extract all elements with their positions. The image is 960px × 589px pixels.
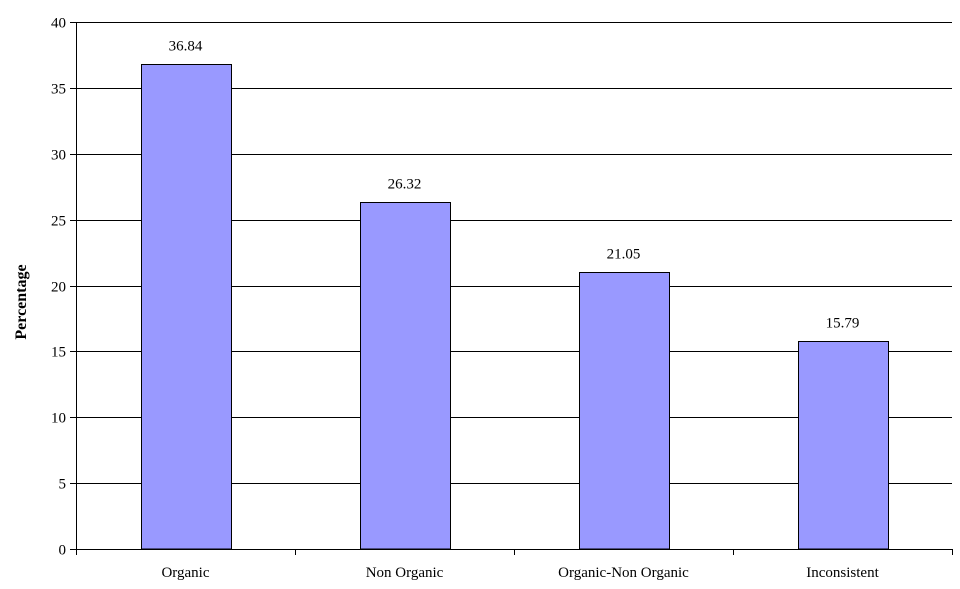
x-tick-label: Inconsistent [806,565,879,581]
y-tick-label: 5 [59,477,67,493]
x-tick-label: Non Organic [366,565,444,581]
y-tick-label: 10 [51,411,66,427]
x-tick-label: Organic [161,565,209,581]
bar-organic-non-organic [579,272,670,550]
bar-organic [141,64,232,550]
y-tick-label: 40 [51,16,66,32]
y-tick-label: 0 [59,543,67,559]
bar-non-organic [360,202,451,550]
y-tick-label: 35 [51,82,66,98]
data-label: 21.05 [607,247,641,263]
data-label: 15.79 [826,316,860,332]
y-axis-title: Percentage [13,264,30,339]
bar-inconsistent [798,341,889,550]
y-tick-label: 25 [51,214,66,230]
axes [70,22,953,555]
y-tick-label: 15 [51,345,66,361]
data-label: 36.84 [169,39,203,55]
labels: 0 5 10 15 20 25 30 35 40 36.84 Organic 26.32 Non Org… [51,16,880,582]
y-tick-label: 30 [51,148,66,164]
data-label: 26.32 [388,177,422,193]
x-tick-label: Organic-Non Organic [558,565,689,581]
y-tick-label: 20 [51,280,66,296]
bars [141,64,889,550]
